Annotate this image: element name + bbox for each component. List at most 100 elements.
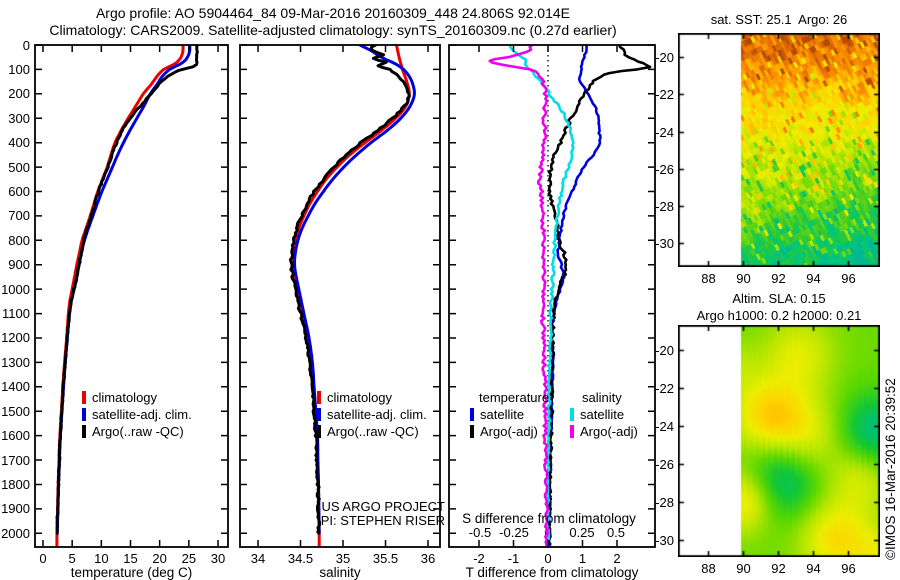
climatology-marker xyxy=(82,391,86,404)
legend-label: Argo(..raw -QC) xyxy=(327,424,419,439)
satellite-clim-marker xyxy=(82,408,86,421)
map-y-tick-label: -30 xyxy=(655,533,674,548)
x-tick-label: 35.5 xyxy=(372,551,399,566)
y-tick-label: 1600 xyxy=(1,428,30,444)
temperature-profile-series xyxy=(55,45,199,547)
temperature-profile-axes-box xyxy=(34,44,229,548)
map-y-tick-label: -22 xyxy=(655,87,674,102)
satellite-clim-marker xyxy=(317,408,321,421)
y-tick-label: 2000 xyxy=(1,525,30,541)
x-tick-label: 0 xyxy=(39,551,47,566)
y-tick-label: 600 xyxy=(8,183,30,199)
y-tick-label: 100 xyxy=(8,61,30,77)
legend-label: Argo(-adj) xyxy=(580,424,638,439)
y-tick-label: 500 xyxy=(8,159,30,175)
series-line-satellite-adj-clim- xyxy=(55,45,192,535)
salinity-profile-series xyxy=(288,45,416,547)
legend-label: satellite xyxy=(480,407,525,422)
difference-legend-salinity: salinity satellite Argo(-adj) xyxy=(570,389,638,440)
series-line-argo-raw-qc- xyxy=(288,45,411,535)
x-tick-label: 10 xyxy=(94,551,109,566)
y-tick-label: 300 xyxy=(8,110,30,126)
map-x-tick-label: 88 xyxy=(701,271,716,286)
t-satellite-marker xyxy=(470,408,474,421)
x-tick-label: 25 xyxy=(181,551,197,566)
legend-label: Argo(-adj) xyxy=(480,424,538,439)
sst-map-canvas xyxy=(678,33,880,267)
x-tick-label: 30 xyxy=(210,551,226,566)
map-y-tick-label: -30 xyxy=(655,236,674,251)
page-title: Argo profile: AO 5904464_84 09-Mar-2016 … xyxy=(95,5,571,21)
temperature-profile-ticks xyxy=(36,44,227,546)
map-x-tick-label: 94 xyxy=(806,561,821,576)
legend-label: satellite xyxy=(580,407,625,422)
legend-item: climatology xyxy=(82,389,192,406)
x-tick-label: 34.5 xyxy=(287,551,314,566)
t-argo-marker xyxy=(470,425,474,438)
x-tick-label: 35 xyxy=(335,551,351,566)
y-tick-label: 1300 xyxy=(1,354,30,370)
sst-map-title: sat. SST: 25.1 Argo: 26 xyxy=(710,12,848,27)
map-y-tick-label: -26 xyxy=(655,162,674,177)
map-x-tick-label: 88 xyxy=(701,561,716,576)
y-tick-label: 1800 xyxy=(1,476,30,492)
x-tick-label: 34 xyxy=(250,551,266,566)
pi-annotation: PI: STEPHEN RISER xyxy=(320,513,445,528)
series-line-climatology xyxy=(291,45,411,547)
page-subtitle: Climatology: CARS2009. Satellite-adjuste… xyxy=(49,22,617,38)
y-tick-label: 1500 xyxy=(1,403,30,419)
difference-profile-ticks xyxy=(450,44,654,546)
x-tick-label: 1 xyxy=(578,551,587,566)
legend-item: satellite xyxy=(570,406,638,423)
map-y-tick-label: -24 xyxy=(655,125,674,140)
legend-item: climatology xyxy=(317,389,427,406)
legend-item: satellite xyxy=(470,406,549,423)
t-difference-axis-label: T difference from climatology xyxy=(465,565,639,580)
difference-legend-temperature: temperature satellite Argo(-adj) xyxy=(470,389,549,440)
s-difference-axis-label: S difference from climatology xyxy=(462,511,636,526)
y-tick-label: 900 xyxy=(8,257,30,273)
salinity-axis-label: salinity xyxy=(319,565,361,580)
y-tick-label: 1400 xyxy=(1,379,30,395)
legend-item: satellite-adj. clim. xyxy=(317,406,427,423)
map-y-tick-label: -26 xyxy=(655,457,674,472)
legend-label: satellite-adj. clim. xyxy=(327,407,427,422)
y-tick-label: 200 xyxy=(8,86,30,102)
y-tick-label: 1000 xyxy=(1,281,30,297)
y-tick-label: 700 xyxy=(8,208,30,224)
s-satellite-marker xyxy=(570,408,574,421)
map-x-tick-label: 96 xyxy=(841,271,856,286)
legend-item: Argo(-adj) xyxy=(470,423,549,440)
legend-label: climatology xyxy=(92,390,158,405)
y-tick-label: 0 xyxy=(22,37,30,53)
s-tick-label: 0.5 xyxy=(606,525,626,540)
y-tick-label: 400 xyxy=(8,135,30,151)
argo-marker xyxy=(82,425,86,438)
legend-header: temperature xyxy=(479,390,550,405)
legend-item: Argo(..raw -QC) xyxy=(82,423,192,440)
map-y-tick-label: -20 xyxy=(655,50,674,65)
map-y-tick-label: -28 xyxy=(655,495,674,510)
x-tick-label: -2 xyxy=(473,551,485,566)
x-tick-label: 2 xyxy=(613,551,621,566)
y-tick-label: 800 xyxy=(8,232,30,248)
difference-profile-series xyxy=(488,45,652,547)
legend-label: climatology xyxy=(327,390,393,405)
x-tick-label: 15 xyxy=(123,551,138,566)
imos-credit: ©IMOS 16-Mar-2016 20:39:52 xyxy=(883,378,898,560)
map-x-tick-label: 90 xyxy=(736,271,751,286)
climatology-marker xyxy=(317,391,321,404)
series-line-argo-raw-qc- xyxy=(55,45,199,535)
x-tick-label: 5 xyxy=(68,551,76,566)
project-annotation: US ARGO PROJECT xyxy=(321,499,445,514)
temperature-axis-label: temperature (deg C) xyxy=(70,565,193,580)
map-x-tick-label: 96 xyxy=(841,561,856,576)
s-argo-marker xyxy=(570,425,574,438)
y-tick-label: 1200 xyxy=(1,330,30,346)
legend-label: satellite-adj. clim. xyxy=(92,407,192,422)
legend-item: Argo(-adj) xyxy=(570,423,638,440)
series-line-s-satellite xyxy=(508,45,575,547)
legend-item: satellite-adj. clim. xyxy=(82,406,192,423)
map-y-tick-label: -24 xyxy=(655,419,674,434)
legend-header: salinity xyxy=(582,390,622,405)
